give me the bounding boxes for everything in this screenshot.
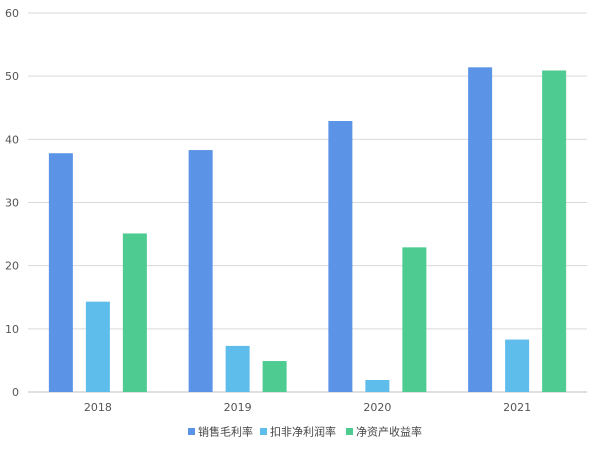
bar-2021-series-1 [468, 67, 493, 392]
gridlines [28, 12, 587, 393]
x-tick-label: 2021 [503, 401, 531, 414]
legend: 销售毛利率 扣非净利润率 净资产收益率 [188, 425, 422, 439]
bar-2021-series-2 [505, 339, 530, 392]
y-tick-label: 0 [12, 386, 19, 399]
bar-2020-series-3 [402, 247, 427, 392]
x-axis: 2018 2019 2020 2021 [84, 401, 531, 414]
legend-swatch [260, 428, 267, 435]
bar-2019-series-3 [262, 361, 287, 392]
y-axis: 0 10 20 30 40 50 60 [5, 7, 19, 399]
y-tick-label: 30 [5, 197, 19, 210]
bar-2019-series-1 [188, 150, 213, 392]
y-tick-label: 40 [5, 133, 19, 146]
legend-label: 销售毛利率 [198, 425, 253, 439]
y-tick-label: 50 [5, 70, 19, 83]
y-tick-label: 20 [5, 260, 19, 273]
legend-label: 净资产收益率 [356, 425, 422, 439]
bar-2019-series-2 [225, 345, 250, 392]
legend-swatch [346, 428, 353, 435]
y-tick-label: 10 [5, 323, 19, 336]
bar-2018-series-2 [85, 301, 110, 392]
x-tick-label: 2018 [84, 401, 112, 414]
x-tick-label: 2019 [224, 401, 252, 414]
bar-2020-series-2 [365, 379, 390, 392]
bars [48, 67, 567, 393]
legend-swatch [188, 428, 195, 435]
legend-label: 扣非净利润率 [270, 425, 336, 439]
bar-2020-series-1 [328, 121, 353, 392]
bar-2018-series-3 [122, 233, 147, 392]
x-tick-label: 2020 [363, 401, 391, 414]
y-tick-label: 60 [5, 7, 19, 20]
bar-2018-series-1 [48, 153, 73, 392]
bar-2021-series-3 [542, 70, 567, 393]
